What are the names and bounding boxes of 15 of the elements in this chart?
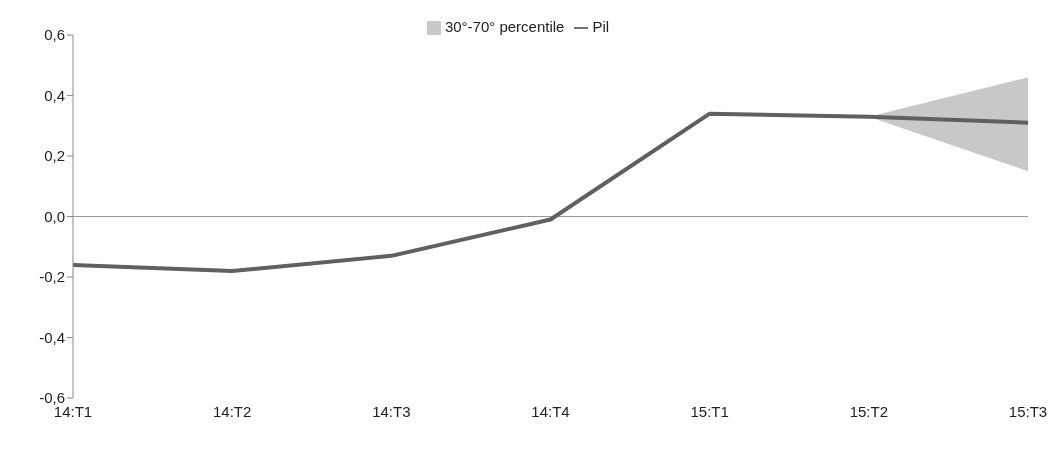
y-tick-label: 0,2 <box>44 147 65 165</box>
legend-label: Pil <box>592 18 610 35</box>
y-tick-label: 0,4 <box>44 86 65 104</box>
y-tick-label: 0,6 <box>44 26 65 44</box>
x-tick-label: 15:T1 <box>690 402 729 420</box>
x-tick-label: 14:T3 <box>372 402 411 420</box>
y-tick-label: -0,2 <box>39 268 65 286</box>
x-tick-label: 14:T2 <box>212 402 252 420</box>
line-series <box>71 111 1030 273</box>
y-tick-label: 0,0 <box>44 207 65 225</box>
x-tick-label: 14:T4 <box>531 402 570 420</box>
x-tick-label: 15:T3 <box>1008 402 1048 420</box>
x-tick-label: 15:T2 <box>849 402 889 420</box>
y-tick-label: -0,4 <box>39 328 65 346</box>
legend-label: 30°-70° percentile <box>444 18 565 35</box>
